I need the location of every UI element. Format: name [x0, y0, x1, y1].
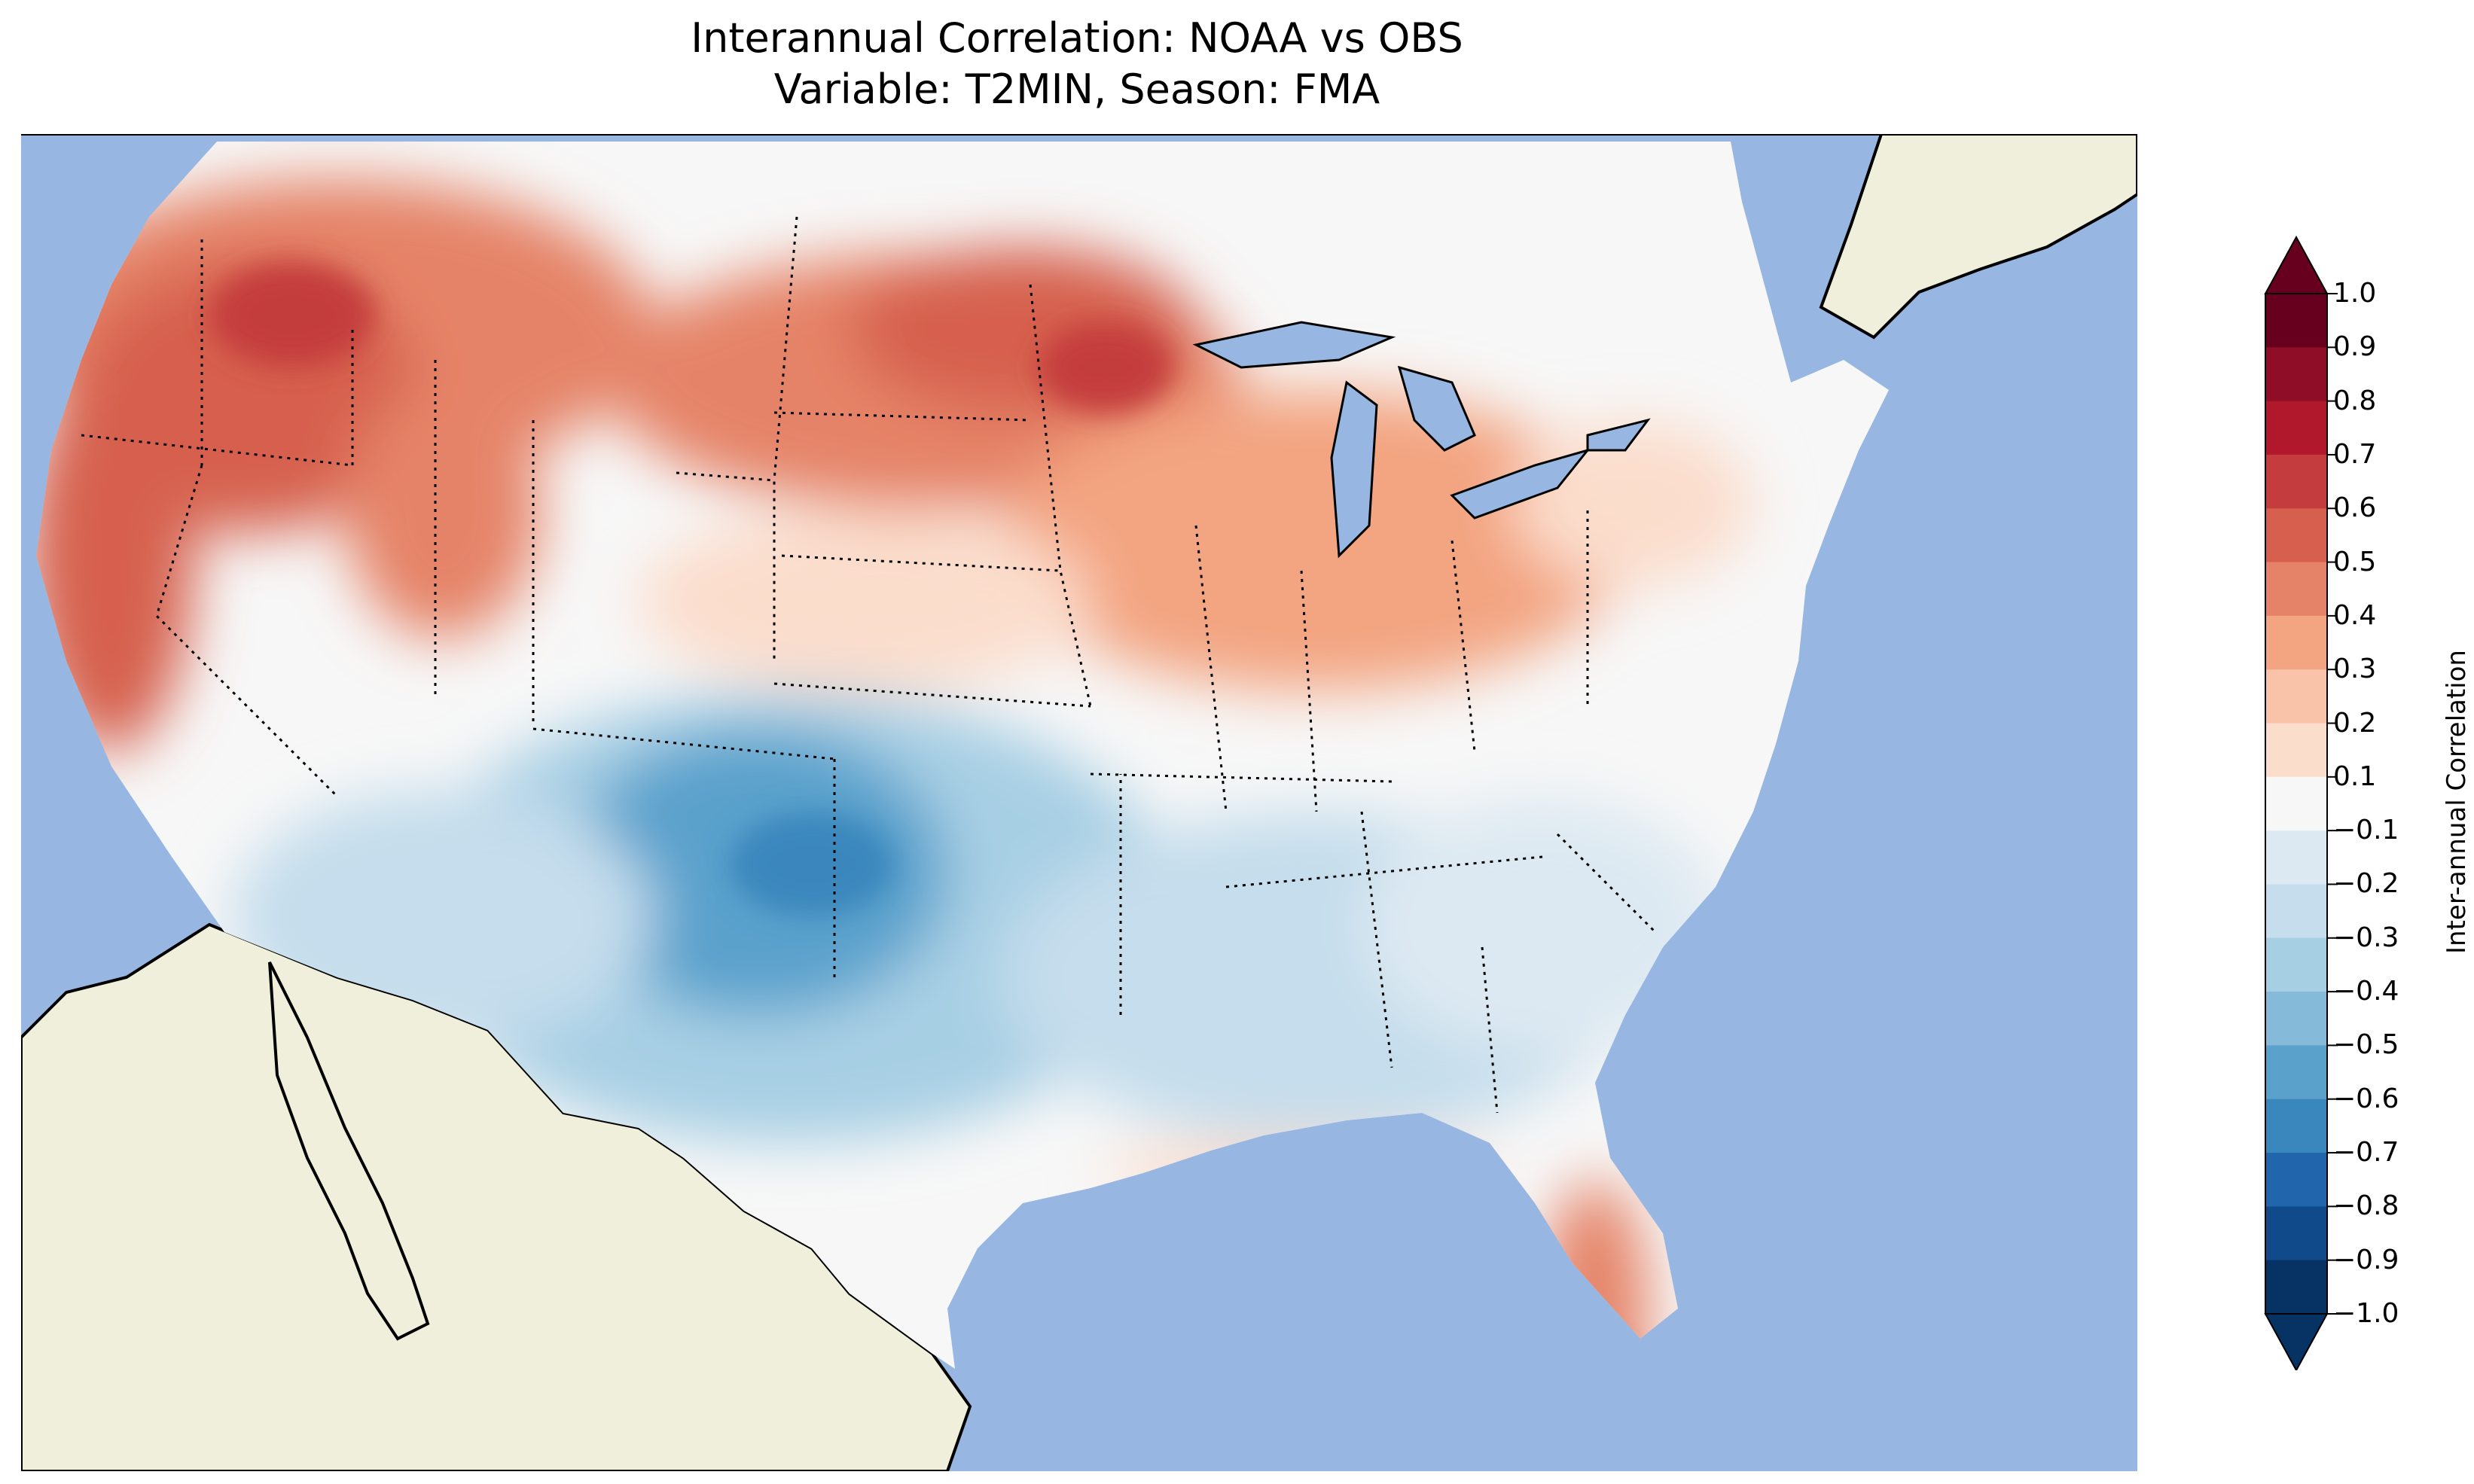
colorbar-segment [2265, 562, 2327, 617]
colorbar-tick-label: 0.2 [2333, 707, 2377, 739]
land-background [268, 961, 430, 1341]
colorbar-segment [2265, 830, 2327, 885]
colorbar-outline [2265, 293, 2328, 1315]
colorbar-segment [2265, 884, 2327, 939]
colorbar-segment [2265, 615, 2327, 670]
colorbar-segment [2265, 508, 2327, 563]
colorbar-tick-label: −1.0 [2333, 1298, 2399, 1329]
colorbar-tick-label: −0.7 [2333, 1137, 2399, 1169]
great-lakes [1192, 321, 1651, 559]
colorbar-segment [2265, 776, 2327, 831]
colorbar [2264, 235, 2338, 1370]
colorbar-tick-label: −0.6 [2333, 1083, 2399, 1114]
colorbar-tick-label: −0.8 [2333, 1190, 2399, 1222]
colorbar-segment [2265, 992, 2327, 1046]
correlation-field [36, 142, 1889, 1369]
colorbar-label: Inter-annual Correlation [2442, 650, 2472, 954]
colorbar-segment [2265, 454, 2327, 509]
colorbar-tick-label: 0.9 [2333, 331, 2377, 363]
colorbar-segment [2265, 1045, 2327, 1100]
colorbar-segment [2265, 347, 2327, 402]
colorbar-extend-min [2264, 1313, 2329, 1370]
colorbar-tick-label: −0.4 [2333, 976, 2399, 1007]
colorbar-segment [2265, 723, 2327, 778]
colorbar-tick-label: −0.3 [2333, 922, 2399, 953]
colorbar-tick-label: −0.5 [2333, 1029, 2399, 1061]
colorbar-tick-label: 0.7 [2333, 438, 2377, 470]
colorbar-tick-label: 0.8 [2333, 385, 2377, 416]
colorbar-segment [2265, 937, 2327, 992]
colorbar-segment [2265, 669, 2327, 724]
map-subtitle: Variable: T2MIN, Season: FMA [773, 66, 1380, 113]
colorbar-segment [2265, 1260, 2327, 1315]
land-background [21, 134, 2137, 340]
colorbar-segment [2265, 401, 2327, 456]
colorbar-tick-label: 0.1 [2333, 760, 2377, 792]
map-title: Interannual Correlation: NOAA vs OBS [691, 14, 1463, 62]
colorbar-tick-label: 0.4 [2333, 599, 2377, 631]
colorbar-tick-label: −0.9 [2333, 1244, 2399, 1275]
colorbar-tick-label: 0.5 [2333, 546, 2377, 577]
colorbar-tick-label: 1.0 [2333, 278, 2377, 309]
state-borders [81, 216, 1657, 1114]
colorbar-tick-label: −0.1 [2333, 815, 2399, 846]
colorbar-segment [2265, 1206, 2327, 1261]
colorbar-segment [2265, 1099, 2327, 1153]
correlation-map [21, 134, 2137, 1471]
colorbar-tick-label: 0.6 [2333, 492, 2377, 524]
colorbar-tick-label: 0.3 [2333, 654, 2377, 685]
colorbar-segment [2265, 1153, 2327, 1207]
colorbar-extend-max [2264, 235, 2329, 294]
colorbar-segment [2265, 294, 2327, 348]
colorbar-tick-label: −0.2 [2333, 868, 2399, 900]
